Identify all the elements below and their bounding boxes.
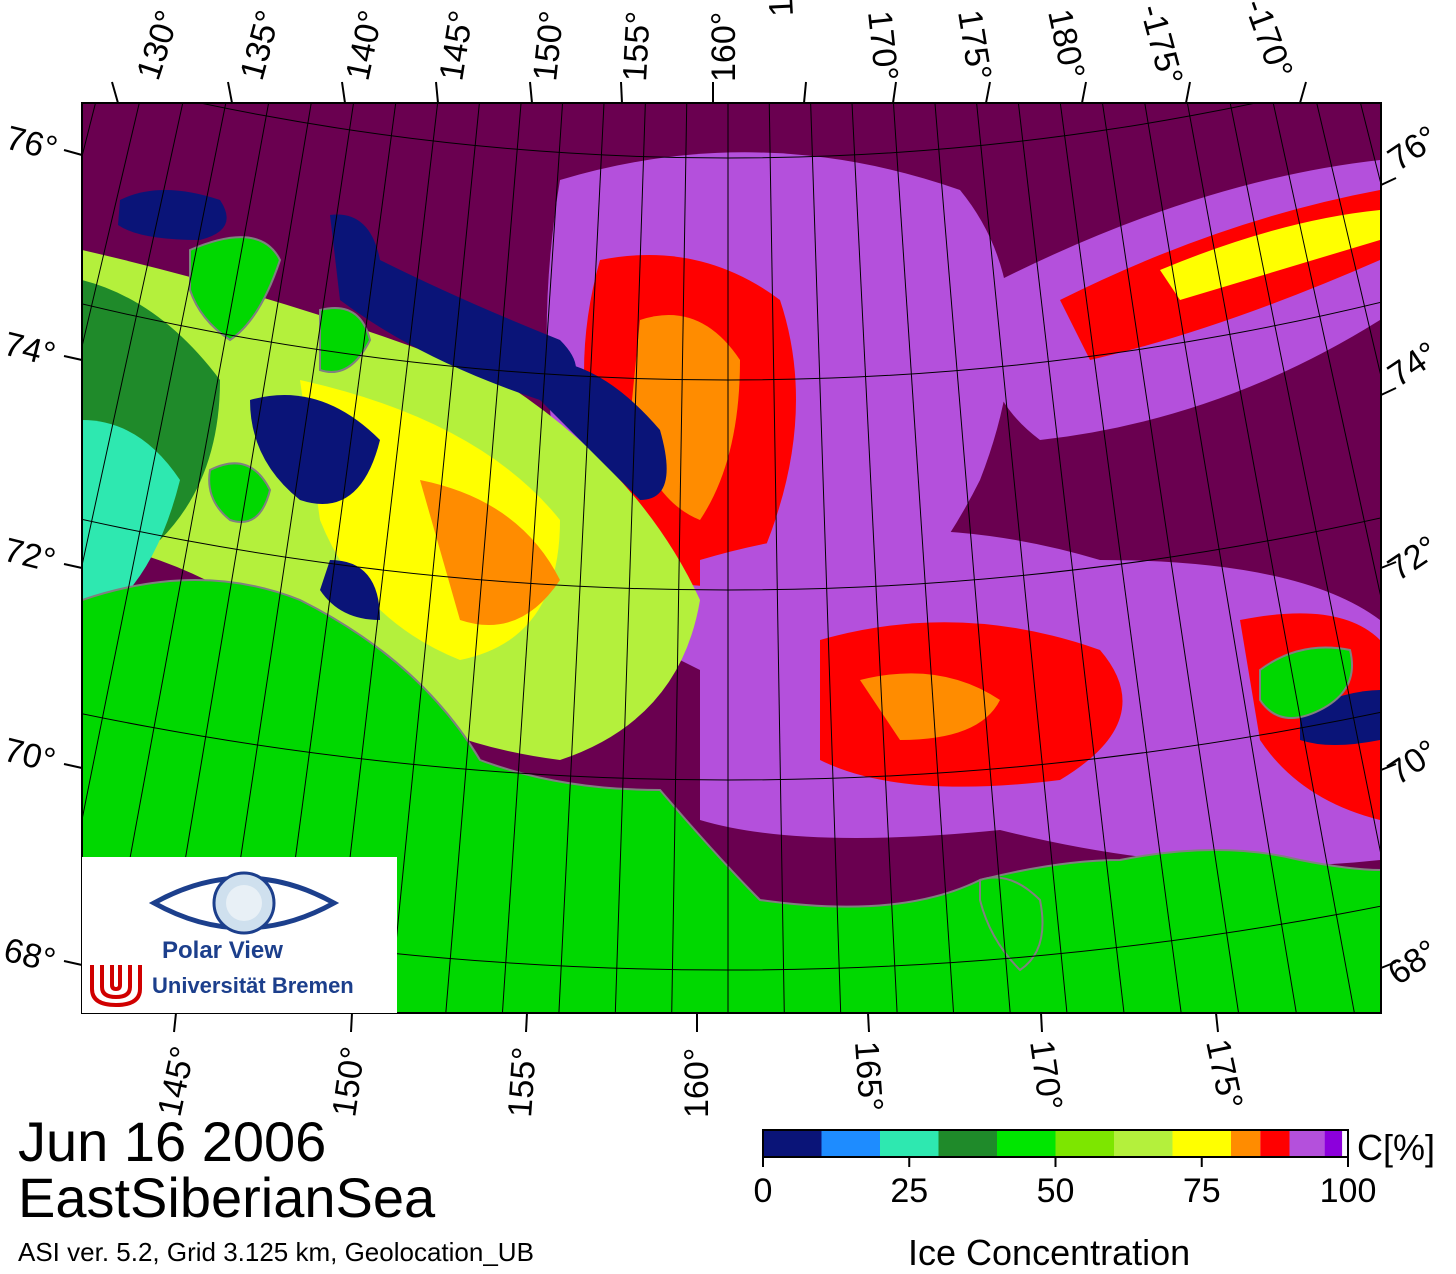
frame-tick — [174, 1013, 176, 1032]
bottom-lon-label: 150° — [325, 1044, 372, 1119]
eye-icon — [144, 863, 344, 943]
top-lon-label: 170° — [860, 9, 905, 83]
left-lat-label: 70° — [0, 731, 59, 780]
frame-tick — [1381, 388, 1396, 395]
logo-subtitle: Universität Bremen — [152, 973, 354, 999]
colorbar-swatch — [1260, 1130, 1289, 1157]
right-lat-label: 70° — [1381, 732, 1445, 792]
left-lat-label: 68° — [0, 931, 59, 980]
colorbar-swatch — [880, 1130, 939, 1157]
frame-tick — [342, 82, 345, 103]
colorbar-tick-label: 100 — [1320, 1172, 1377, 1210]
colorbar-swatch — [1231, 1130, 1260, 1157]
colorbar-swatch — [997, 1130, 1056, 1157]
frame-tick — [112, 82, 118, 103]
right-lat-label: 68° — [1381, 932, 1445, 992]
colorbar-swatch — [1056, 1130, 1115, 1157]
colorbar-unit: C[%] — [1357, 1127, 1435, 1169]
colorbar-swatch — [1325, 1130, 1343, 1157]
frame-tick — [530, 82, 532, 103]
bottom-lon-label: 170° — [1022, 1038, 1069, 1113]
frame-tick — [64, 961, 82, 965]
region-title: EastSiberianSea — [18, 1170, 435, 1226]
colorbar-tick-label: 0 — [754, 1172, 773, 1210]
frame-tick — [436, 82, 438, 103]
right-lat-label: 76° — [1381, 118, 1445, 178]
bottom-lon-label: 160° — [678, 1048, 716, 1118]
frame-tick — [1381, 178, 1396, 185]
frame-tick — [804, 82, 806, 103]
top-lon-label: 165° — [759, 0, 801, 18]
frame-tick — [1186, 82, 1190, 103]
colorbar: 0 25 50 75 100 — [754, 1130, 1377, 1210]
left-lat-label: 74° — [0, 325, 59, 374]
bottom-lon-label: 155° — [501, 1046, 544, 1119]
colorbar-swatch — [1290, 1130, 1325, 1157]
frame-tick — [64, 150, 82, 155]
top-lon-label: 160° — [705, 12, 743, 82]
university-logo-icon — [86, 963, 146, 1007]
bottom-lon-label: 145° — [151, 1043, 203, 1120]
frame-tick — [1041, 1013, 1042, 1032]
top-lon-label: 145° — [432, 8, 481, 83]
bottom-lon-label: 165° — [847, 1040, 890, 1113]
polar-view-logo: Polar View Universität Bremen — [82, 857, 397, 1013]
top-lon-label: 180° — [1040, 6, 1092, 83]
frame-tick — [64, 764, 82, 768]
frame-tick — [868, 1013, 869, 1032]
colorbar-swatch — [1173, 1130, 1232, 1157]
frame-tick — [621, 82, 622, 103]
frame-tick — [64, 356, 82, 360]
frame-tick — [1300, 82, 1306, 103]
top-lon-label: 130° — [129, 6, 187, 85]
top-lon-label: -170° — [1236, 0, 1300, 83]
colorbar-tick-label: 25 — [890, 1172, 928, 1210]
colorbar-swatch — [1114, 1130, 1173, 1157]
top-lon-label: -175° — [1132, 0, 1190, 89]
colorbar-tick-label: 75 — [1183, 1172, 1221, 1210]
frame-tick — [526, 1013, 527, 1032]
frame-tick — [986, 82, 990, 103]
colorbar-swatch — [763, 1130, 822, 1157]
top-lon-label: 155° — [616, 10, 658, 82]
top-lon-label: 150° — [526, 9, 571, 83]
product-info: ASI ver. 5.2, Grid 3.125 km, Geolocation… — [18, 1237, 534, 1268]
right-lat-label: 74° — [1381, 334, 1445, 394]
logo-title: Polar View — [162, 937, 283, 965]
bottom-lon-label: 175° — [1198, 1036, 1250, 1113]
frame-tick — [1082, 82, 1086, 103]
colorbar-title: Ice Concentration — [908, 1232, 1190, 1274]
frame-tick — [893, 82, 896, 103]
date-title: Jun 16 2006 — [18, 1114, 326, 1170]
left-lat-label: 72° — [0, 531, 59, 580]
frame-tick — [1216, 1013, 1218, 1032]
top-lon-label: 135° — [233, 6, 288, 84]
top-lon-label: 140° — [339, 7, 391, 84]
frame-tick — [351, 1013, 352, 1032]
colorbar-swatch — [939, 1130, 998, 1157]
frame-tick — [228, 82, 232, 103]
top-lon-label: 175° — [950, 7, 999, 82]
frame-tick — [64, 564, 82, 568]
right-lat-label: 72° — [1381, 528, 1445, 588]
colorbar-swatch — [822, 1130, 881, 1157]
left-lat-label: 76° — [2, 119, 61, 168]
colorbar-tick-label: 50 — [1037, 1172, 1075, 1210]
low-concentration-patch — [118, 190, 227, 240]
